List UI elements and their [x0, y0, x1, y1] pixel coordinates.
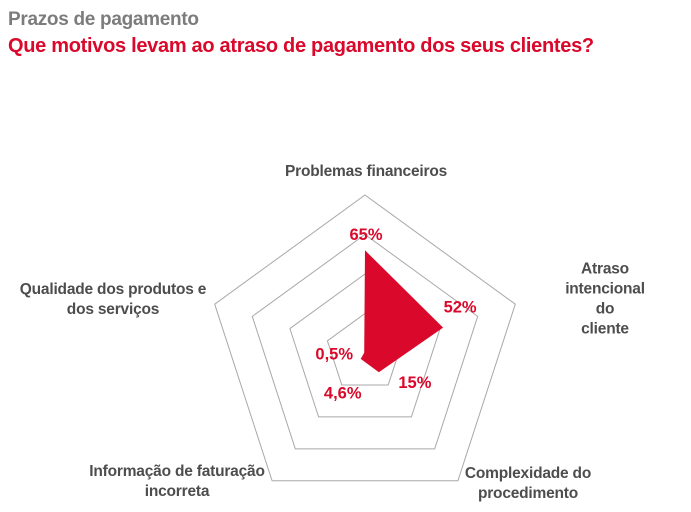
kicker-text: Prazos de pagamento — [8, 9, 199, 30]
category-label-2: Complexidade do procedimento — [464, 464, 592, 502]
category-label-4: Qualidade dos produtos e dos serviços — [19, 280, 207, 318]
category-label-1: Atraso intencional do cliente — [565, 260, 645, 339]
value-label-2: 15% — [398, 374, 431, 392]
grid-ring-100 — [214, 194, 516, 482]
category-label-0: Problemas financeiros — [284, 162, 448, 180]
value-label-3: 4,6% — [324, 385, 362, 403]
data-polygon — [360, 250, 444, 373]
category-label-3: Informação de faturação incorreta — [89, 462, 265, 500]
value-label-0: 65% — [349, 226, 382, 244]
grid-ring-75 — [251, 233, 479, 450]
page-title: Que motivos levam ao atraso de pagamento… — [8, 35, 594, 57]
value-label-4: 0,5% — [315, 346, 353, 364]
value-label-1: 52% — [444, 298, 477, 316]
